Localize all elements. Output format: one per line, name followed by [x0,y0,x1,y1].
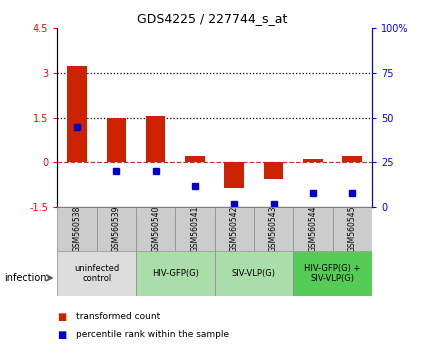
Text: uninfected
control: uninfected control [74,264,119,283]
Text: ■: ■ [57,330,67,339]
Text: GSM560541: GSM560541 [190,206,199,252]
Text: GSM560545: GSM560545 [348,206,357,252]
Bar [146,116,165,162]
Text: GSM560544: GSM560544 [309,206,317,252]
Text: transformed count: transformed count [76,312,161,321]
Bar [175,207,215,251]
Bar [293,207,332,251]
Bar [215,251,293,296]
Bar [343,156,362,162]
Text: HIV-GFP(G): HIV-GFP(G) [152,269,199,278]
Text: infection: infection [4,273,47,283]
Text: GSM560538: GSM560538 [73,206,82,252]
Text: GDS4225 / 227744_s_at: GDS4225 / 227744_s_at [137,12,288,25]
Bar [136,207,175,251]
Bar [67,65,87,162]
Text: SIV-VLP(G): SIV-VLP(G) [232,269,276,278]
Text: GSM560539: GSM560539 [112,206,121,252]
Bar [57,207,96,251]
Bar [293,251,372,296]
Bar [254,207,293,251]
Bar [224,162,244,188]
Text: percentile rank within the sample: percentile rank within the sample [76,330,230,339]
Bar [136,251,215,296]
Text: GSM560543: GSM560543 [269,206,278,252]
Text: GSM560540: GSM560540 [151,206,160,252]
Bar [215,207,254,251]
Bar [264,162,283,179]
Bar [332,207,372,251]
Text: ■: ■ [57,312,67,322]
Text: HIV-GFP(G) +
SIV-VLP(G): HIV-GFP(G) + SIV-VLP(G) [304,264,361,283]
Bar [57,251,136,296]
Text: GSM560542: GSM560542 [230,206,239,252]
Bar [107,118,126,162]
Bar [185,156,205,162]
Bar [96,207,136,251]
Bar [303,159,323,162]
